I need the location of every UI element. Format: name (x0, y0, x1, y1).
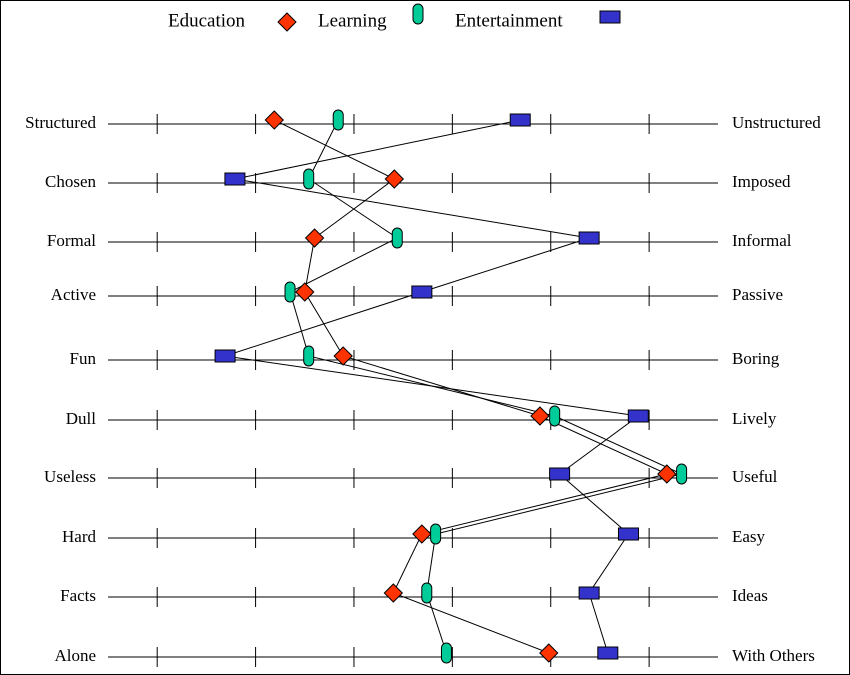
diamond-marker (264, 110, 284, 130)
diamond-marker (384, 169, 405, 189)
pill-marker (430, 523, 442, 545)
left-label: Facts (60, 586, 96, 605)
pill-marker (284, 281, 296, 303)
rect-marker (411, 285, 433, 299)
legend-label: Learning (318, 10, 387, 31)
rect-marker (549, 467, 571, 481)
right-label: Informal (732, 231, 792, 250)
left-label: Dull (66, 409, 97, 428)
pill-marker (549, 405, 561, 427)
rect-marker (224, 172, 246, 186)
series-line (274, 119, 669, 654)
right-label: Easy (732, 527, 766, 546)
rect-marker (597, 646, 619, 660)
left-label: Useless (44, 467, 96, 486)
diamond-marker (304, 228, 325, 248)
pill-marker (391, 227, 403, 249)
left-label: Active (51, 285, 96, 304)
rect-marker (627, 409, 649, 423)
left-label: Chosen (45, 172, 97, 191)
left-label: Formal (47, 231, 96, 250)
diamond-marker (412, 524, 432, 544)
left-label: Structured (25, 113, 96, 132)
left-label: Hard (62, 527, 96, 546)
right-label: Unstructured (732, 113, 821, 132)
legend-marker (412, 3, 424, 25)
right-label: Imposed (732, 172, 791, 191)
legend-label: Entertainment (455, 10, 563, 31)
pill-marker (440, 642, 452, 664)
right-label: Ideas (732, 586, 768, 605)
left-label: Alone (54, 646, 96, 665)
diamond-marker (333, 346, 353, 366)
pill-marker (332, 109, 344, 131)
right-label: With Others (732, 646, 815, 665)
left-label: Fun (70, 349, 97, 368)
rect-marker (509, 113, 531, 127)
pill-marker (303, 345, 315, 367)
rect-marker (578, 231, 600, 245)
rect-marker (578, 586, 600, 600)
right-label: Useful (732, 467, 778, 486)
diamond-marker (539, 643, 559, 663)
series-line (289, 119, 684, 654)
rect-marker (214, 349, 236, 363)
diamond-marker (295, 282, 315, 302)
rect-marker (617, 527, 639, 541)
right-label: Lively (732, 409, 777, 428)
pill-marker (303, 168, 315, 190)
right-label: Boring (732, 349, 780, 368)
legend-marker (277, 12, 297, 32)
diamond-marker (383, 583, 404, 603)
pill-marker (421, 582, 433, 604)
diamond-marker (530, 406, 550, 426)
right-label: Passive (732, 285, 783, 304)
series-line (224, 119, 640, 654)
legend-marker (599, 10, 621, 24)
diamond-marker (657, 464, 677, 484)
legend-label: Education (168, 10, 246, 31)
pill-marker (676, 463, 688, 485)
